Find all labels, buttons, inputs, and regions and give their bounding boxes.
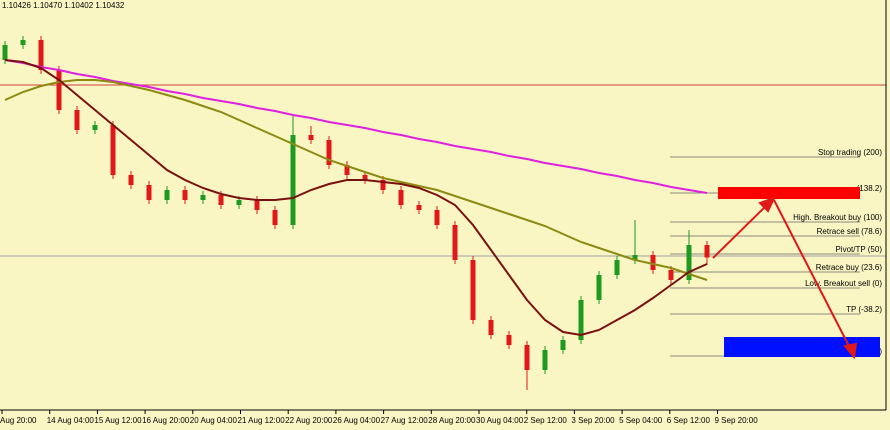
candle-body bbox=[254, 200, 260, 210]
candle-body bbox=[704, 245, 710, 258]
candle-body bbox=[614, 260, 620, 275]
fib-label: Retrace sell (78.6) bbox=[817, 227, 883, 236]
x-tick-label: 16 Aug 20:00 bbox=[142, 416, 190, 425]
fib-label: (138.2) bbox=[857, 184, 883, 193]
candle-body bbox=[560, 340, 566, 350]
candle-body bbox=[686, 245, 692, 280]
candle-body bbox=[272, 210, 278, 225]
candle-body bbox=[398, 190, 404, 205]
candle-body bbox=[218, 195, 224, 205]
candle-body bbox=[596, 275, 602, 300]
candle-body bbox=[164, 190, 170, 200]
candle-body bbox=[56, 70, 62, 110]
x-tick-label: 28 Aug 20:00 bbox=[428, 416, 476, 425]
fib-label: Stop trading (200) bbox=[818, 148, 882, 157]
x-tick-label: 20 Aug 04:00 bbox=[190, 416, 238, 425]
moving-average bbox=[4, 59, 708, 337]
candle-body bbox=[110, 125, 116, 175]
levels: Stop trading (200) (138.2) High. Breakout … bbox=[670, 148, 883, 357]
candle-body bbox=[416, 205, 422, 210]
x-axis-labels: Aug 20:00 14 Aug 04:00 15 Aug 12:00 16 Aug … bbox=[0, 410, 758, 425]
moving-average bbox=[4, 59, 708, 194]
forecast-arrows bbox=[712, 196, 858, 360]
x-tick-label: Aug 20:00 bbox=[0, 416, 37, 425]
candle-body bbox=[308, 135, 314, 140]
candle-body bbox=[290, 135, 296, 225]
candle-body bbox=[380, 180, 386, 190]
candle-body bbox=[578, 300, 584, 340]
candle-body bbox=[362, 175, 368, 180]
fib-label: Low. Breakout sell (0) bbox=[805, 279, 882, 288]
candle-body bbox=[2, 45, 8, 60]
candle-body bbox=[182, 190, 188, 200]
candle-body bbox=[632, 255, 638, 260]
candle-body bbox=[326, 140, 332, 165]
x-tick-label: 14 Aug 04:00 bbox=[47, 416, 95, 425]
candle-body bbox=[434, 210, 440, 225]
candle-body bbox=[470, 260, 476, 320]
candle-body bbox=[92, 125, 98, 130]
x-tick-label: 21 Aug 12:00 bbox=[238, 416, 286, 425]
candle-body bbox=[506, 335, 512, 345]
candle-body bbox=[38, 40, 44, 70]
candle-body bbox=[128, 175, 134, 185]
candle-body bbox=[452, 225, 458, 260]
moving-average bbox=[4, 79, 708, 281]
x-tick-label: 26 Aug 04:00 bbox=[333, 416, 381, 425]
candle-body bbox=[74, 110, 80, 130]
candle-body bbox=[524, 345, 530, 370]
x-tick-label: 6 Sep 12:00 bbox=[667, 416, 711, 425]
plot bbox=[0, 36, 886, 390]
x-tick-label: 9 Sep 20:00 bbox=[715, 416, 759, 425]
x-tick-label: 22 Aug 20:00 bbox=[285, 416, 333, 425]
candle-body bbox=[344, 165, 350, 175]
x-tick-label: 2 Sep 12:00 bbox=[524, 416, 568, 425]
fib-label: Retrace buy (23.6) bbox=[816, 263, 883, 272]
candle-body bbox=[146, 185, 152, 200]
candle-body bbox=[650, 255, 656, 270]
candle-body bbox=[668, 270, 674, 280]
sell-zone bbox=[718, 187, 860, 199]
target-zone bbox=[724, 337, 880, 357]
candle-body bbox=[542, 350, 548, 370]
fib-label: TP (-38.2) bbox=[846, 305, 882, 314]
candle-body bbox=[20, 40, 26, 45]
x-tick-label: 15 Aug 12:00 bbox=[94, 416, 142, 425]
x-tick-label: 5 Sep 04:00 bbox=[619, 416, 663, 425]
candle-body bbox=[200, 195, 206, 200]
candle-body bbox=[236, 200, 242, 205]
x-tick-label: 3 Sep 20:00 bbox=[571, 416, 615, 425]
x-tick-label: 27 Aug 12:00 bbox=[381, 416, 429, 425]
x-tick-label: 30 Aug 04:00 bbox=[476, 416, 524, 425]
price-header: 1.10426 1.10470 1.10402 1.10432 bbox=[2, 1, 125, 10]
fib-label: High. Breakout buy (100) bbox=[793, 213, 882, 222]
candle-body bbox=[488, 320, 494, 335]
fib-label: Pivot/TP (50) bbox=[835, 245, 882, 254]
